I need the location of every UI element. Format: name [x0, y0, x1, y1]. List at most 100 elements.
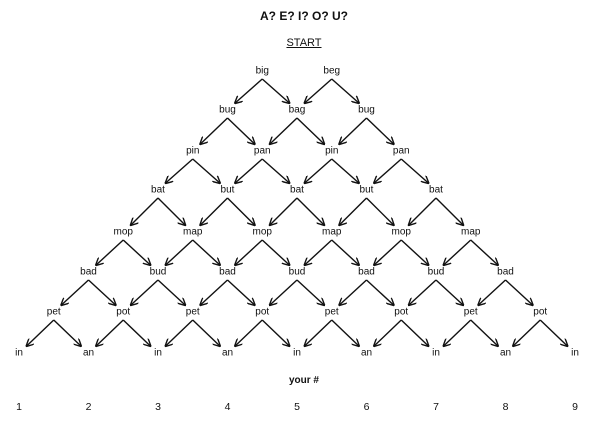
arrow — [374, 239, 402, 265]
word-node: bad — [80, 266, 97, 278]
word-node: bud — [427, 266, 445, 278]
arrow — [192, 319, 220, 346]
arrow — [53, 319, 81, 346]
arrow — [96, 239, 124, 265]
arrow — [61, 279, 89, 305]
arrow — [339, 197, 367, 225]
arrow — [305, 158, 333, 183]
arrow — [331, 78, 359, 103]
worksheet-title: A? E? I? O? U? — [260, 9, 348, 23]
word-node: in — [432, 347, 440, 359]
arrow — [200, 197, 228, 225]
word-node: bug — [219, 104, 236, 116]
arrow — [331, 239, 359, 265]
arrow — [339, 279, 367, 305]
arrow — [366, 117, 394, 144]
arrow — [235, 239, 263, 265]
answer-number: 6 — [363, 401, 370, 413]
word-node: in — [15, 347, 23, 359]
arrow — [400, 239, 428, 265]
word-node: pan — [253, 145, 271, 157]
your-number-label: your # — [288, 375, 319, 386]
answer-number: 9 — [572, 401, 578, 413]
arrow — [331, 319, 359, 346]
arrow — [305, 239, 333, 265]
arrow — [296, 197, 324, 225]
word-node: big — [255, 65, 269, 77]
arrow — [339, 117, 367, 144]
word-node: map — [183, 226, 203, 238]
start-label: START — [286, 37, 322, 49]
arrow — [296, 117, 324, 144]
arrow — [122, 239, 150, 265]
word-node: bat — [290, 184, 304, 196]
word-node: pot — [394, 306, 409, 318]
arrow — [131, 197, 159, 225]
word-node: beg — [323, 65, 341, 77]
word-node: but — [220, 184, 235, 196]
arrow — [305, 319, 333, 346]
word-node: mop — [252, 226, 272, 238]
arrow — [157, 197, 185, 225]
answer-number: 2 — [85, 401, 92, 413]
word-node: map — [322, 226, 342, 238]
arrow — [400, 158, 428, 183]
arrow — [261, 239, 289, 265]
word-node: bud — [149, 266, 167, 278]
arrow — [200, 117, 228, 144]
arrow — [270, 279, 298, 305]
arrow — [227, 279, 255, 305]
arrow — [122, 319, 150, 346]
word-node: an — [360, 347, 373, 359]
answer-number: 8 — [502, 401, 509, 413]
arrow — [331, 158, 359, 183]
arrow — [366, 279, 394, 305]
arrow — [200, 279, 228, 305]
word-node: pot — [255, 306, 270, 318]
word-node: in — [571, 347, 579, 359]
arrow — [470, 319, 498, 346]
word-node: mop — [113, 226, 133, 238]
arrow — [444, 319, 472, 346]
arrow — [539, 319, 567, 346]
answer-number: 1 — [16, 401, 22, 413]
arrow — [261, 158, 289, 183]
word-node: bad — [497, 266, 514, 278]
word-node: bag — [288, 104, 306, 116]
answer-number: 7 — [433, 401, 439, 413]
arrow — [235, 158, 263, 183]
word-node: mop — [391, 226, 411, 238]
answer-number: 4 — [224, 401, 231, 413]
word-node: an — [221, 347, 234, 359]
word-node: pin — [186, 145, 200, 157]
arrow — [444, 239, 472, 265]
arrow — [409, 197, 437, 225]
arrow — [435, 197, 463, 225]
arrow — [409, 279, 437, 305]
arrow — [27, 319, 55, 346]
arrow — [270, 197, 298, 225]
arrow — [227, 197, 255, 225]
arrow — [192, 239, 220, 265]
arrow — [227, 117, 255, 144]
word-node: pet — [185, 306, 200, 318]
arrow — [131, 279, 159, 305]
word-node: pet — [324, 306, 339, 318]
arrow — [505, 279, 533, 305]
word-node: bud — [288, 266, 306, 278]
word-node: map — [461, 226, 481, 238]
arrow — [96, 319, 124, 346]
word-node: pot — [533, 306, 548, 318]
arrow — [478, 279, 506, 305]
word-node: pet — [463, 306, 478, 318]
arrow — [192, 158, 220, 183]
arrow — [261, 78, 289, 103]
arrow — [470, 239, 498, 265]
arrow — [261, 319, 289, 346]
word-node: in — [154, 347, 162, 359]
word-node: pan — [392, 145, 410, 157]
word-node: an — [82, 347, 95, 359]
word-node: bug — [358, 104, 375, 116]
